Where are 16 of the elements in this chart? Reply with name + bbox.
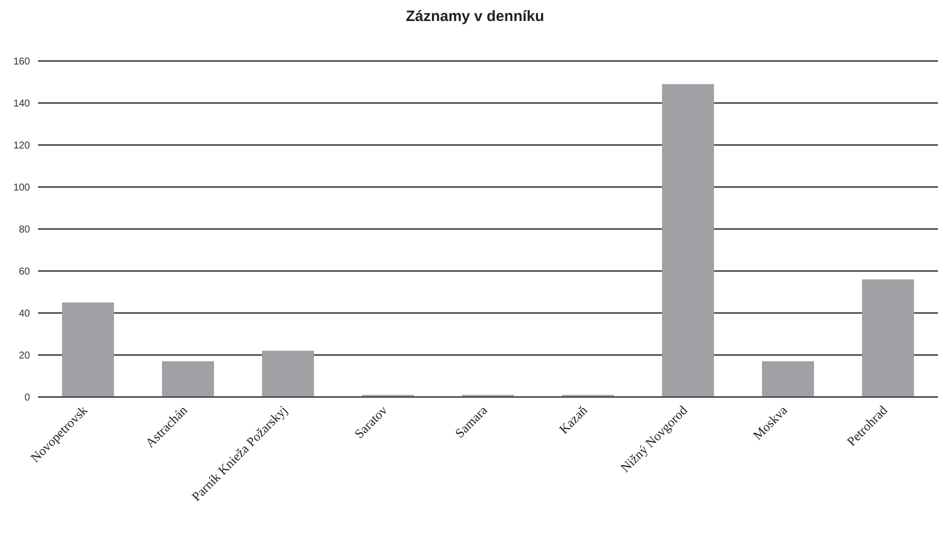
- bar: [762, 361, 814, 397]
- y-tick-label: 40: [18, 308, 30, 320]
- y-tick-label: 80: [18, 224, 30, 236]
- y-tick-label: 160: [13, 56, 30, 68]
- y-tick-label: 20: [18, 350, 30, 362]
- bar: [62, 302, 114, 397]
- y-tick-label: 120: [13, 140, 30, 152]
- y-tick-label: 0: [24, 392, 30, 404]
- bar: [862, 279, 914, 397]
- bar: [662, 84, 714, 397]
- y-tick-label: 100: [13, 182, 30, 194]
- bar: [262, 350, 314, 397]
- y-tick-label: 60: [18, 266, 30, 278]
- chart-title: Záznamy v denníku: [404, 8, 546, 27]
- y-tick-label: 140: [13, 98, 30, 110]
- bar: [162, 361, 214, 397]
